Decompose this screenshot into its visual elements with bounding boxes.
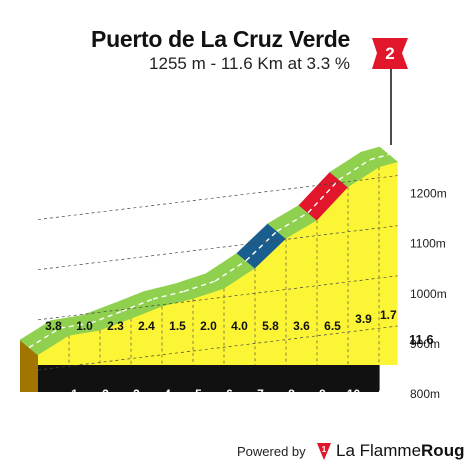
gradient-label: 1.5 [169, 319, 186, 333]
altitude-tick-label: 1100m [410, 237, 446, 251]
gradient-label: 2.3 [107, 319, 124, 333]
gradient-label: 1.7 [380, 308, 397, 322]
profile-centerline-12 [369, 153, 389, 161]
km-base-bar [20, 365, 380, 392]
altitude-gridline-2 [37, 275, 398, 321]
profile-centerline-3 [90, 310, 123, 324]
altitude-gridline-0 [37, 175, 398, 220]
km-label: 3 [133, 387, 140, 401]
km-label: 6 [226, 387, 233, 401]
altitude-tick-label: 900m [410, 337, 440, 351]
profile-centerline-6 [183, 280, 216, 293]
profile-left-face [20, 340, 38, 392]
km-label: 2 [102, 387, 109, 401]
brand-name: La FlammeRouge [336, 441, 465, 460]
gradient-label: 3.9 [355, 312, 372, 326]
climb-summary: 1255 m - 11.6 Km at 3.3 % [149, 54, 350, 73]
km-label: 5 [195, 387, 202, 401]
gradient-label: 3.8 [45, 319, 62, 333]
altitude-tick-label: 800m [410, 387, 440, 401]
gradient-label: 4.0 [231, 319, 248, 333]
footer: Powered by 1 La FlammeRouge [0, 440, 465, 464]
altitude-gridline-1 [37, 225, 398, 271]
altitude-tick-label: 1200m [410, 187, 447, 201]
gradient-label: 2.4 [138, 319, 155, 333]
km-label: 10 [347, 387, 361, 401]
profile-centerline-10 [307, 179, 340, 214]
flamme-rouge-logo-icon: 1 [317, 443, 331, 460]
altitude-tick-label: 1000m [410, 287, 447, 301]
km-label: 7 [257, 387, 264, 401]
profile-centerline-11 [338, 159, 371, 181]
km-label: 8 [288, 387, 295, 401]
profile-centerline-7 [214, 260, 247, 282]
km-end-label: 11.6 [409, 332, 434, 347]
profile-centerline-4 [121, 298, 154, 312]
summit-flag [372, 38, 408, 69]
powered-by-text: Powered by [237, 444, 306, 459]
profile-centerline-8 [245, 230, 278, 262]
km-label: 1 [71, 387, 78, 401]
altitude-gridline-3 [37, 325, 398, 371]
km-label: 4 [164, 387, 171, 401]
km-label: 9 [319, 387, 326, 401]
climb-category-label: 2 [385, 44, 394, 63]
gradient-label: 1.0 [76, 319, 93, 333]
profile-front-face [38, 162, 398, 365]
climb-title: Puerto de La Cruz Verde [91, 26, 350, 52]
gradient-label: 6.5 [324, 319, 341, 333]
profile-centerline-1 [28, 327, 61, 349]
km-label: 11 [378, 387, 391, 401]
profile-centerline-9 [276, 212, 309, 232]
gradient-label: 2.0 [200, 319, 217, 333]
logo-glyph: 1 [322, 445, 327, 454]
gradient-label: 3.6 [293, 319, 310, 333]
gradient-label: 5.8 [262, 319, 279, 333]
